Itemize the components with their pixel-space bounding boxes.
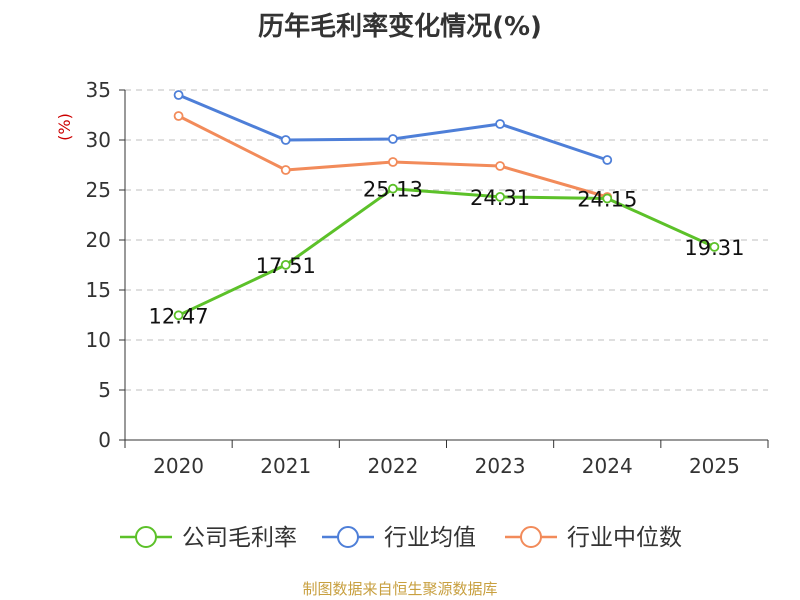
- y-axis-label: (%): [55, 113, 74, 141]
- chart-title: 历年毛利率变化情况(%): [258, 12, 542, 42]
- y-tick-label: 30: [86, 128, 111, 152]
- data-label: 17.51: [256, 254, 316, 278]
- x-tick-label: 2024: [582, 454, 633, 478]
- data-point: [173, 310, 184, 321]
- data-point: [602, 155, 613, 165]
- legend-label[interactable]: 公司毛利率: [182, 525, 297, 551]
- x-tick-label: 2022: [367, 454, 418, 478]
- data-point: [709, 241, 720, 252]
- legend-marker: [135, 526, 157, 548]
- data-point: [280, 259, 291, 270]
- data-label: 24.15: [577, 188, 637, 212]
- data-point: [388, 183, 398, 194]
- data-label: 19.31: [684, 236, 744, 260]
- data-point: [495, 191, 505, 202]
- y-tick-label: 10: [86, 328, 111, 352]
- y-tick-label: 35: [86, 78, 111, 102]
- data-label: 12.47: [149, 304, 209, 328]
- series-line-1: [178, 93, 608, 162]
- data-point: [495, 161, 505, 171]
- y-tick-label: 20: [86, 228, 111, 252]
- y-tick-label: 0: [98, 428, 111, 452]
- y-tick-label: 15: [86, 278, 111, 302]
- legend-label[interactable]: 行业均值: [384, 525, 476, 551]
- x-tick-label: 2021: [260, 454, 311, 478]
- data-label: 25.13: [363, 178, 423, 202]
- y-tick-label: 5: [98, 378, 111, 402]
- data-point: [388, 157, 398, 167]
- data-point: [602, 193, 613, 204]
- data-point: [173, 111, 184, 121]
- legend-label[interactable]: 行业中位数: [567, 525, 682, 551]
- legend-marker: [337, 526, 359, 548]
- data-point: [388, 134, 398, 144]
- source-note: 制图数据来自恒生聚源数据库: [302, 580, 498, 598]
- data-point: [495, 119, 505, 129]
- x-tick-label: 2023: [475, 454, 526, 478]
- data-point: [280, 165, 291, 175]
- data-point: [173, 90, 184, 100]
- legend-marker: [520, 526, 542, 548]
- x-tick-label: 2025: [689, 454, 740, 478]
- series-line-0: [177, 187, 716, 317]
- data-label: 24.31: [470, 186, 530, 210]
- y-tick-label: 25: [86, 178, 111, 202]
- data-point: [280, 135, 291, 145]
- x-tick-label: 2020: [153, 454, 204, 478]
